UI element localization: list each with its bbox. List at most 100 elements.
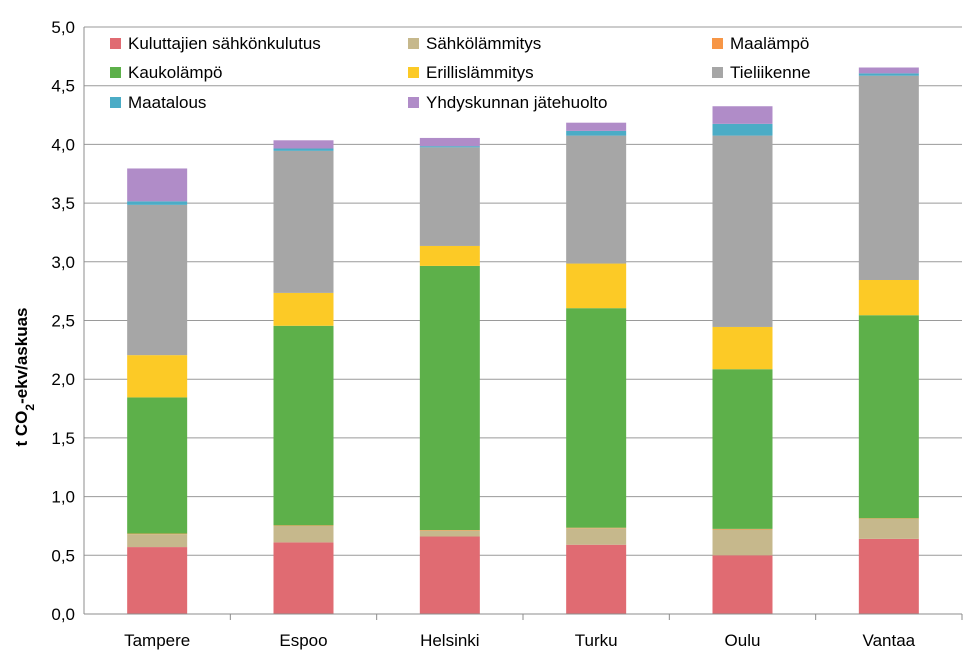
bar-segment [419, 245, 480, 266]
bar-segment [858, 279, 919, 316]
bar-segment [858, 315, 919, 519]
bar-segment [419, 147, 480, 246]
bar-segment [273, 140, 334, 149]
legend-swatch [110, 97, 121, 108]
bar-segment [419, 530, 480, 537]
y-tick-labels: 0,0 0,5 1,0 1,5 2,0 2,5 3,0 3,5 4,0 4,5 5,0 [51, 18, 75, 624]
y-tick-label: 3,0 [51, 253, 75, 272]
bar-segment [273, 325, 334, 526]
bar-segment [858, 518, 919, 539]
x-tick-label: Espoo [279, 631, 327, 650]
bar-segment [566, 308, 627, 528]
bar-segment [273, 292, 334, 326]
bar-segment [419, 530, 480, 531]
y-axis-label-pre: t CO [12, 411, 31, 447]
bar-segment [419, 265, 480, 531]
x-tick-label: Turku [575, 631, 618, 650]
y-tick-label: 2,0 [51, 370, 75, 389]
bar-segment [566, 130, 627, 136]
legend-label: Kuluttajien sähkönkulutus [128, 34, 321, 53]
bar-segment [273, 542, 334, 614]
bar-segment [858, 538, 919, 614]
y-tick-label: 4,0 [51, 135, 75, 154]
legend-item: Kaukolämpö [110, 63, 223, 82]
bar-segment [712, 106, 773, 124]
legend-item: Erillislämmitys [408, 63, 534, 82]
gridlines [84, 26, 962, 556]
y-axis-label: t CO2-ekv/askuas [12, 308, 37, 447]
bar-segment [712, 123, 773, 136]
legend-swatch [110, 38, 121, 49]
x-tick-label: Oulu [725, 631, 761, 650]
y-tick-label: 1,5 [51, 429, 75, 448]
x-tick-labels: Tampere Espoo Helsinki Turku Oulu Vantaa [124, 631, 916, 650]
bar-segment [712, 528, 773, 530]
bars [127, 67, 919, 614]
bar-segment [127, 534, 188, 548]
legend-item: Yhdyskunnan jätehuolto [408, 93, 607, 112]
y-tick-label: 3,5 [51, 194, 75, 213]
legend-label: Yhdyskunnan jätehuolto [426, 93, 607, 112]
bar-segment [419, 137, 480, 147]
bar-segment [712, 135, 773, 327]
legend-label: Sähkölämmitys [426, 34, 541, 53]
axes [83, 27, 963, 620]
bar-segment [127, 201, 188, 205]
legend-label: Erillislämmitys [426, 63, 534, 82]
y-tick-label: 0,0 [51, 605, 75, 624]
legend-item: Maatalous [110, 93, 206, 112]
legend-item: Sähkölämmitys [408, 34, 541, 53]
bar-segment [273, 525, 334, 526]
legend-swatch [408, 38, 419, 49]
x-tick-label: Tampere [124, 631, 190, 650]
legend-label: Tieliikenne [730, 63, 811, 82]
bar-segment [273, 148, 334, 151]
bar-segment [712, 326, 773, 370]
bar-segment [566, 527, 627, 529]
legend-label: Maalämpö [730, 34, 809, 53]
y-tick-label: 0,5 [51, 546, 75, 565]
legend-swatch [110, 67, 121, 78]
bar-segment [419, 536, 480, 614]
y-tick-label: 5,0 [51, 18, 75, 37]
bar-segment [127, 533, 188, 535]
legend-swatch [712, 67, 723, 78]
bar-segment [127, 168, 188, 202]
bar-segment [127, 204, 188, 356]
bar-segment [712, 529, 773, 556]
y-tick-label: 4,5 [51, 77, 75, 96]
bar-segment [858, 75, 919, 280]
bar-segment [566, 135, 627, 264]
bar-segment [712, 369, 773, 529]
legend-item: Maalämpö [712, 34, 809, 53]
y-axis-label-sub: 2 [23, 404, 37, 411]
bar-segment [566, 528, 627, 545]
y-axis-label-post: -ekv/askuas [12, 308, 31, 404]
legend-swatch [408, 97, 419, 108]
legend-swatch [408, 67, 419, 78]
bar-segment [273, 525, 334, 543]
y-tick-label: 2,5 [51, 312, 75, 331]
legend-item: Kuluttajien sähkönkulutus [110, 34, 321, 53]
legend: Kuluttajien sähkönkulutus Sähkölämmitys Ma… [110, 34, 811, 112]
legend-item: Tieliikenne [712, 63, 811, 82]
x-tick-label: Helsinki [420, 631, 480, 650]
legend-label: Maatalous [128, 93, 206, 112]
bar-segment [127, 397, 188, 534]
y-tick-label: 1,0 [51, 488, 75, 507]
legend-swatch [712, 38, 723, 49]
x-tick-label: Vantaa [863, 631, 916, 650]
bar-segment [566, 263, 627, 309]
bar-segment [127, 355, 188, 398]
bar-segment [127, 547, 188, 614]
bar-segment [858, 67, 919, 74]
bar-segment [566, 544, 627, 614]
bar-segment [858, 73, 919, 76]
bar-segment [273, 150, 334, 293]
bar-segment [566, 122, 627, 131]
bar-segment [858, 518, 919, 519]
bar-segment [419, 146, 480, 148]
legend-label: Kaukolämpö [128, 63, 223, 82]
